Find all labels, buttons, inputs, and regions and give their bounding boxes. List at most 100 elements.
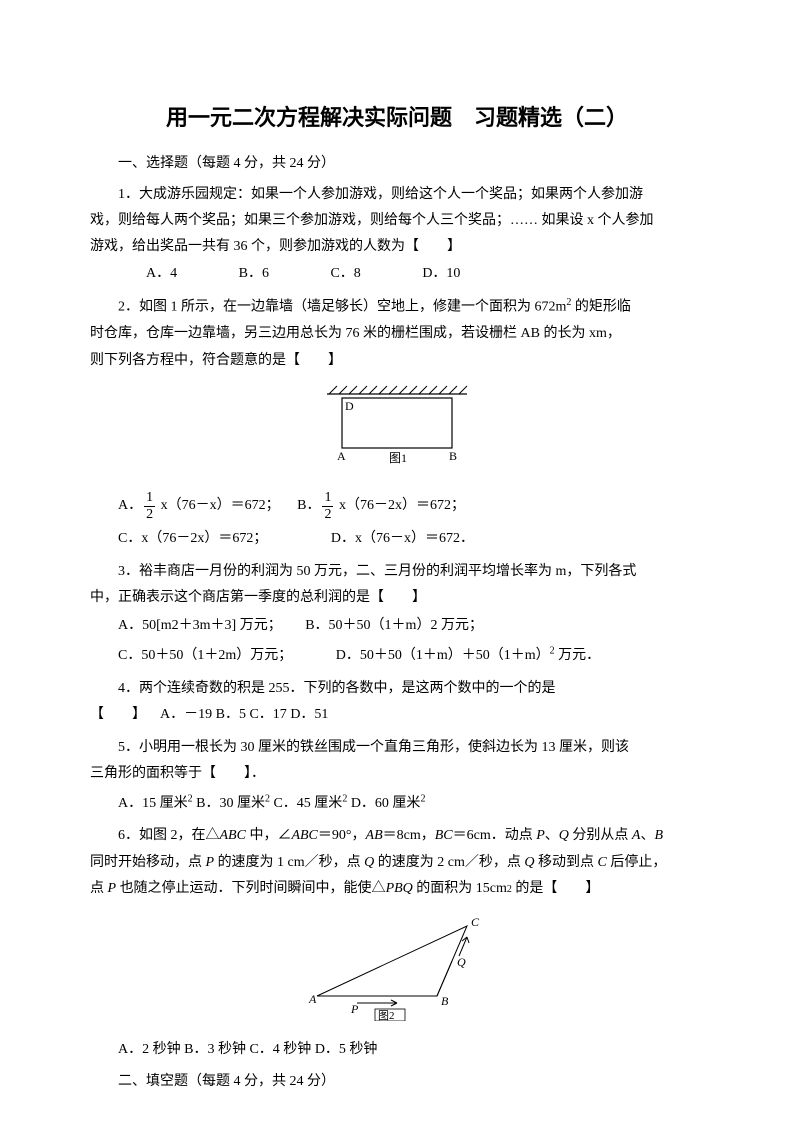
q1-line3: 游戏，给出奖品一共有 36 个，则参加游戏的人数为【 】 — [90, 236, 704, 258]
q5-opt-d: D．60 厘米2 — [351, 796, 426, 811]
q6-opt-d: D．5 秒钟 — [315, 1042, 378, 1057]
q5d-sup: 2 — [420, 793, 425, 804]
q6-q3: Q — [524, 855, 534, 870]
q5a-sup: 2 — [188, 793, 193, 804]
q4-bracket: 【 】 — [90, 707, 146, 722]
fig1-caption: 图1 — [389, 451, 407, 465]
q4-line2: 【 】 A．－19 B．5 C．17 D．51 — [90, 704, 704, 726]
q5-line1: 5．小明用一根长为 30 厘米的铁丝围成一个直角三角形，使斜边长为 13 厘米，… — [90, 737, 704, 759]
q4-opt-b: B．5 — [216, 707, 246, 722]
figure-2: A B C P Q 图2 — [90, 911, 704, 1029]
section-2-header: 二、填空题（每题 4 分，共 24 分） — [90, 1071, 704, 1093]
question-2: 2．如图 1 所示，在一边靠墙（墙足够长）空地上，修建一个面积为 672m 2 的… — [90, 295, 704, 550]
q6-t2c: 的速度为 2 cm／秒，点 — [374, 855, 524, 870]
q4-opt-a: A．－19 — [160, 707, 212, 722]
fig2-caption: 图2 — [378, 1009, 395, 1021]
q5c-sup: 2 — [342, 793, 347, 804]
q2-text1: 2．如图 1 所示，在一边靠墙（墙足够长）空地上，修建一个面积为 672m — [118, 300, 566, 315]
question-5: 5．小明用一根长为 30 厘米的铁丝围成一个直角三角形，使斜边长为 13 厘米，… — [90, 737, 704, 816]
q6-line1: 6．如图 2，在△ABC 中，∠ABC＝90°，AB＝8cm，BC＝6cm．动点… — [90, 825, 704, 847]
question-4: 4．两个连续奇数的积是 255．下列的各数中，是这两个数中的一个的是 【 】 A… — [90, 678, 704, 727]
fraction-half-b: 12 — [322, 490, 333, 522]
q5-line2: 三角形的面积等于【 】． — [90, 763, 704, 785]
fig1-label-b: B — [449, 449, 457, 463]
q3-optd-pre: D．50＋50（1＋m）＋50（1＋m） — [336, 648, 550, 663]
q1-line2: 戏，则给每人两个奖品；如果三个参加游戏，则给每个人三个奖品；…… 如果设 x 个… — [90, 210, 704, 232]
q6-t2e: 后停止， — [607, 855, 667, 870]
q2-opt-d: D．x（76－x）＝672． — [331, 531, 474, 546]
q2-opta-post: x（76－x）＝672； — [157, 498, 280, 513]
q6-options: A．2 秒钟 B．3 秒钟 C．4 秒钟 D．5 秒钟 — [90, 1039, 704, 1061]
page-title: 用一元二次方程解决实际问题 习题精选（二） — [90, 100, 704, 135]
q5a-pre: A．15 厘米 — [118, 796, 188, 811]
figure-1-svg: D A B 图1 — [297, 382, 497, 472]
q3-opt-c: C．50＋50（1＋2m）万元； — [118, 648, 292, 663]
q5-options: A．15 厘米2 B．30 厘米2 C．45 厘米2 D．60 厘米2 — [90, 791, 704, 815]
q5-opt-c: C．45 厘米2 — [273, 796, 347, 811]
q3-line2: 中，正确表示这个商店第一季度的总利润的是【 】 — [90, 587, 704, 609]
q2-opt-b: B．12 x（76－2x）＝672； — [297, 498, 465, 513]
q6-opt-b: B．3 秒钟 — [184, 1042, 246, 1057]
q2-line1: 2．如图 1 所示，在一边靠墙（墙足够长）空地上，修建一个面积为 672m2 的… — [90, 295, 704, 319]
q3-opt-b: B．50＋50（1＋m）2 万元； — [305, 618, 483, 633]
q6-line3: 点 P 也随之停止运动．下列时间瞬间中，能使△PBQ 的面积为 15cm2 的是… — [90, 878, 704, 900]
q6-p: P — [536, 828, 545, 843]
question-1: 1．大成游乐园规定：如果一个人参加游戏，则给这个人一个奖品；如果两个人参加游 戏… — [90, 184, 704, 286]
q6-bc: BC — [435, 828, 453, 843]
q3-options-row1: A．50[m2＋3m＋3] 万元； B．50＋50（1＋m）2 万元； — [90, 615, 704, 637]
q2-optb-pre: B． — [297, 498, 320, 513]
q5b-sup: 2 — [265, 793, 270, 804]
q6-t1g: 分别从点 — [569, 828, 632, 843]
q3-optd-post: 万元． — [555, 648, 601, 663]
q1-opt-b: B．6 — [211, 263, 269, 285]
q6-q2: Q — [364, 855, 374, 870]
q6-t3b: 也随之停止运动．下列时间瞬间中，能使△ — [116, 881, 386, 896]
q6-pbq: PBQ — [386, 881, 413, 896]
fig2-b: B — [441, 994, 449, 1008]
q5d-pre: D．60 厘米 — [351, 796, 421, 811]
q6-t1b: 中，∠ — [246, 828, 292, 843]
frac-den-b: 2 — [322, 507, 333, 522]
q1-opt-d: D．10 — [394, 263, 460, 285]
fig2-a: A — [308, 992, 317, 1006]
q1-options: A．4 B．6 C．8 D．10 — [90, 263, 704, 285]
q4-opt-c: C．17 — [249, 707, 286, 722]
q6-c: C — [598, 855, 607, 870]
fig2-q: Q — [457, 955, 466, 969]
q3-line1: 3．裕丰商店一月份的利润为 50 万元，二、三月份的利润平均增长率为 m，下列各… — [90, 561, 704, 583]
question-6: 6．如图 2，在△ABC 中，∠ABC＝90°，AB＝8cm，BC＝6cm．动点… — [90, 825, 704, 1061]
q6-t2d: 移动到点 — [535, 855, 598, 870]
q6-b: B — [654, 828, 663, 843]
q2-options-row2: C．x（76－2x）＝672； D．x（76－x）＝672． — [90, 528, 704, 550]
q6-t1c: ＝90°， — [318, 828, 366, 843]
q3-opt-d: D．50＋50（1＋m）＋50（1＋m）2 万元． — [336, 648, 600, 663]
fig1-label-d: D — [345, 399, 354, 413]
figure-1: D A B 图1 — [90, 382, 704, 480]
q2-text1b: 的矩形临 — [571, 300, 631, 315]
fraction-half-a: 12 — [144, 490, 155, 522]
q6-t3c: 的面积为 15cm — [413, 881, 507, 896]
q1-line1: 1．大成游乐园规定：如果一个人参加游戏，则给这个人一个奖品；如果两个人参加游 — [90, 184, 704, 206]
q2-opt-c: C．x（76－2x）＝672； — [118, 531, 267, 546]
q6-ab: AB — [366, 828, 383, 843]
q1-opt-a: A．4 — [118, 263, 177, 285]
q6-t2b: 的速度为 1 cm／秒，点 — [214, 855, 364, 870]
q4-line1: 4．两个连续奇数的积是 255．下列的各数中，是这两个数中的一个的是 — [90, 678, 704, 700]
q2-optb-post: x（76－2x）＝672； — [335, 498, 465, 513]
q6-t1h: 、 — [640, 828, 654, 843]
fig1-label-a: A — [337, 449, 346, 463]
q6-opt-c: C．4 秒钟 — [249, 1042, 311, 1057]
fig2-c: C — [471, 915, 480, 929]
frac-num-b: 1 — [322, 490, 333, 506]
q2-options-row1: A．12 x（76－x）＝672； B．12 x（76－2x）＝672； — [90, 490, 704, 522]
q6-p2: P — [206, 855, 215, 870]
q2-opt-a: A．12 x（76－x）＝672； — [118, 498, 283, 513]
question-3: 3．裕丰商店一月份的利润为 50 万元，二、三月份的利润平均增长率为 m，下列各… — [90, 561, 704, 668]
q4-opt-d: D．51 — [290, 707, 328, 722]
fig2-p: P — [350, 1002, 359, 1016]
q6-abc: ABC — [220, 828, 246, 843]
q2-line3: 则下列各方程中，符合题意的是【 】 — [90, 350, 704, 372]
frac-num-a: 1 — [144, 490, 155, 506]
q2-line2: 时仓库，仓库一边靠墙，另三边用总长为 76 米的栅栏围成，若设栅栏 AB 的长为… — [90, 323, 704, 345]
q6-t3a: 点 — [90, 881, 108, 896]
